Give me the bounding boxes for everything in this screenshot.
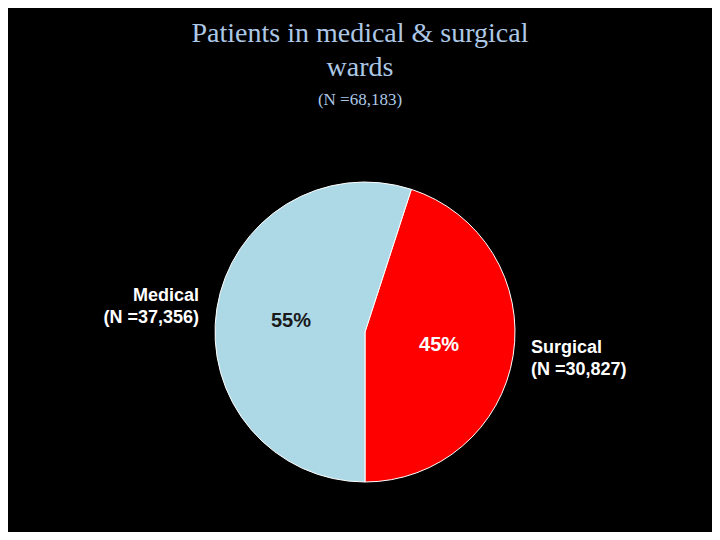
svg-text:Medical(N =37,356): Medical(N =37,356) [104, 285, 200, 327]
svg-text:55%: 55% [271, 309, 311, 331]
svg-text:45%: 45% [419, 333, 459, 355]
html-text:Patients in medical & surgical: Patients in medical & surgical [191, 17, 529, 48]
html-text:wards: wards [326, 51, 394, 82]
html-text:(N =68,183): (N =68,183) [317, 90, 403, 109]
svg-text:Surgical(N =30,827): Surgical(N =30,827) [531, 337, 627, 379]
